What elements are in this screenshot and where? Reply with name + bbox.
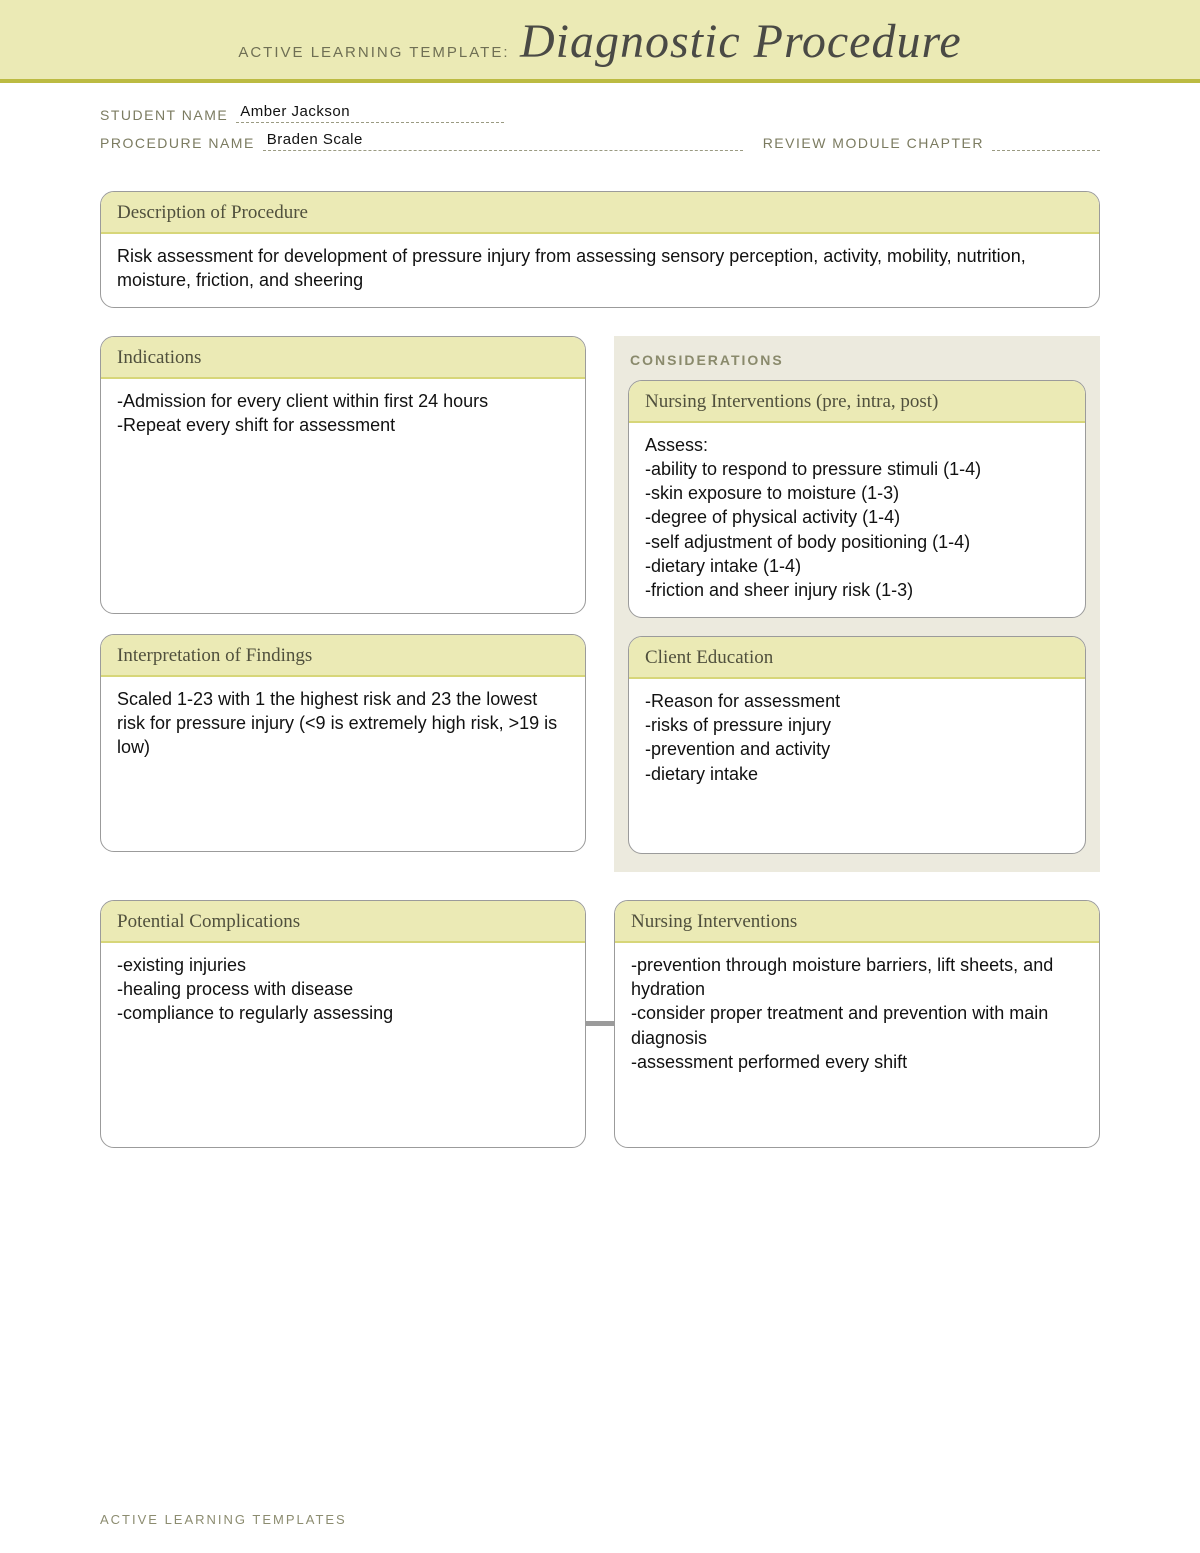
review-chapter-label: REVIEW MODULE CHAPTER bbox=[763, 135, 992, 151]
indications-box: Indications -Admission for every client … bbox=[100, 336, 586, 614]
complications-title: Potential Complications bbox=[101, 901, 585, 943]
considerations-group: CONSIDERATIONS Nursing Interventions (pr… bbox=[614, 336, 1100, 872]
complications-body: -existing injuries -healing process with… bbox=[101, 943, 585, 1147]
student-name-field[interactable]: Amber Jackson bbox=[236, 103, 504, 123]
interpretation-body: Scaled 1-23 with 1 the highest risk and … bbox=[101, 677, 585, 851]
student-row: STUDENT NAME Amber Jackson bbox=[100, 103, 1100, 123]
indications-body: -Admission for every client within first… bbox=[101, 379, 585, 613]
interpretation-box: Interpretation of Findings Scaled 1-23 w… bbox=[100, 634, 586, 852]
nursing-prepost-body: Assess: -ability to respond to pressure … bbox=[629, 423, 1085, 617]
client-education-body: -Reason for assessment -risks of pressur… bbox=[629, 679, 1085, 853]
footer-label: ACTIVE LEARNING TEMPLATES bbox=[100, 1512, 347, 1527]
indications-title: Indications bbox=[101, 337, 585, 379]
client-education-title: Client Education bbox=[629, 637, 1085, 679]
description-box: Description of Procedure Risk assessment… bbox=[100, 191, 1100, 308]
header-banner: ACTIVE LEARNING TEMPLATE: Diagnostic Pro… bbox=[0, 0, 1200, 83]
procedure-name-label: PROCEDURE NAME bbox=[100, 135, 263, 151]
banner-title: Diagnostic Procedure bbox=[520, 15, 962, 68]
page: ACTIVE LEARNING TEMPLATE: Diagnostic Pro… bbox=[0, 0, 1200, 1553]
procedure-name-field[interactable]: Braden Scale bbox=[263, 131, 743, 151]
nursing-prepost-box: Nursing Interventions (pre, intra, post)… bbox=[628, 380, 1086, 618]
description-body: Risk assessment for development of press… bbox=[101, 234, 1099, 307]
considerations-label: CONSIDERATIONS bbox=[630, 352, 1086, 368]
review-chapter-field[interactable] bbox=[992, 148, 1100, 151]
nursing-interventions-body: -prevention through moisture barriers, l… bbox=[615, 943, 1099, 1147]
interpretation-title: Interpretation of Findings bbox=[101, 635, 585, 677]
nursing-interventions-title: Nursing Interventions bbox=[615, 901, 1099, 943]
banner-prefix: ACTIVE LEARNING TEMPLATE: bbox=[238, 44, 509, 61]
connector-bar bbox=[586, 900, 614, 1148]
meta-section: STUDENT NAME Amber Jackson PROCEDURE NAM… bbox=[100, 103, 1100, 151]
complications-box: Potential Complications -existing injuri… bbox=[100, 900, 586, 1148]
client-education-box: Client Education -Reason for assessment … bbox=[628, 636, 1086, 854]
bottom-row: Potential Complications -existing injuri… bbox=[100, 900, 1100, 1148]
nursing-prepost-title: Nursing Interventions (pre, intra, post) bbox=[629, 381, 1085, 423]
nursing-interventions-box: Nursing Interventions -prevention throug… bbox=[614, 900, 1100, 1148]
description-title: Description of Procedure bbox=[101, 192, 1099, 234]
procedure-row: PROCEDURE NAME Braden Scale REVIEW MODUL… bbox=[100, 131, 1100, 151]
student-name-label: STUDENT NAME bbox=[100, 107, 236, 123]
content-area: Description of Procedure Risk assessment… bbox=[100, 191, 1100, 1148]
